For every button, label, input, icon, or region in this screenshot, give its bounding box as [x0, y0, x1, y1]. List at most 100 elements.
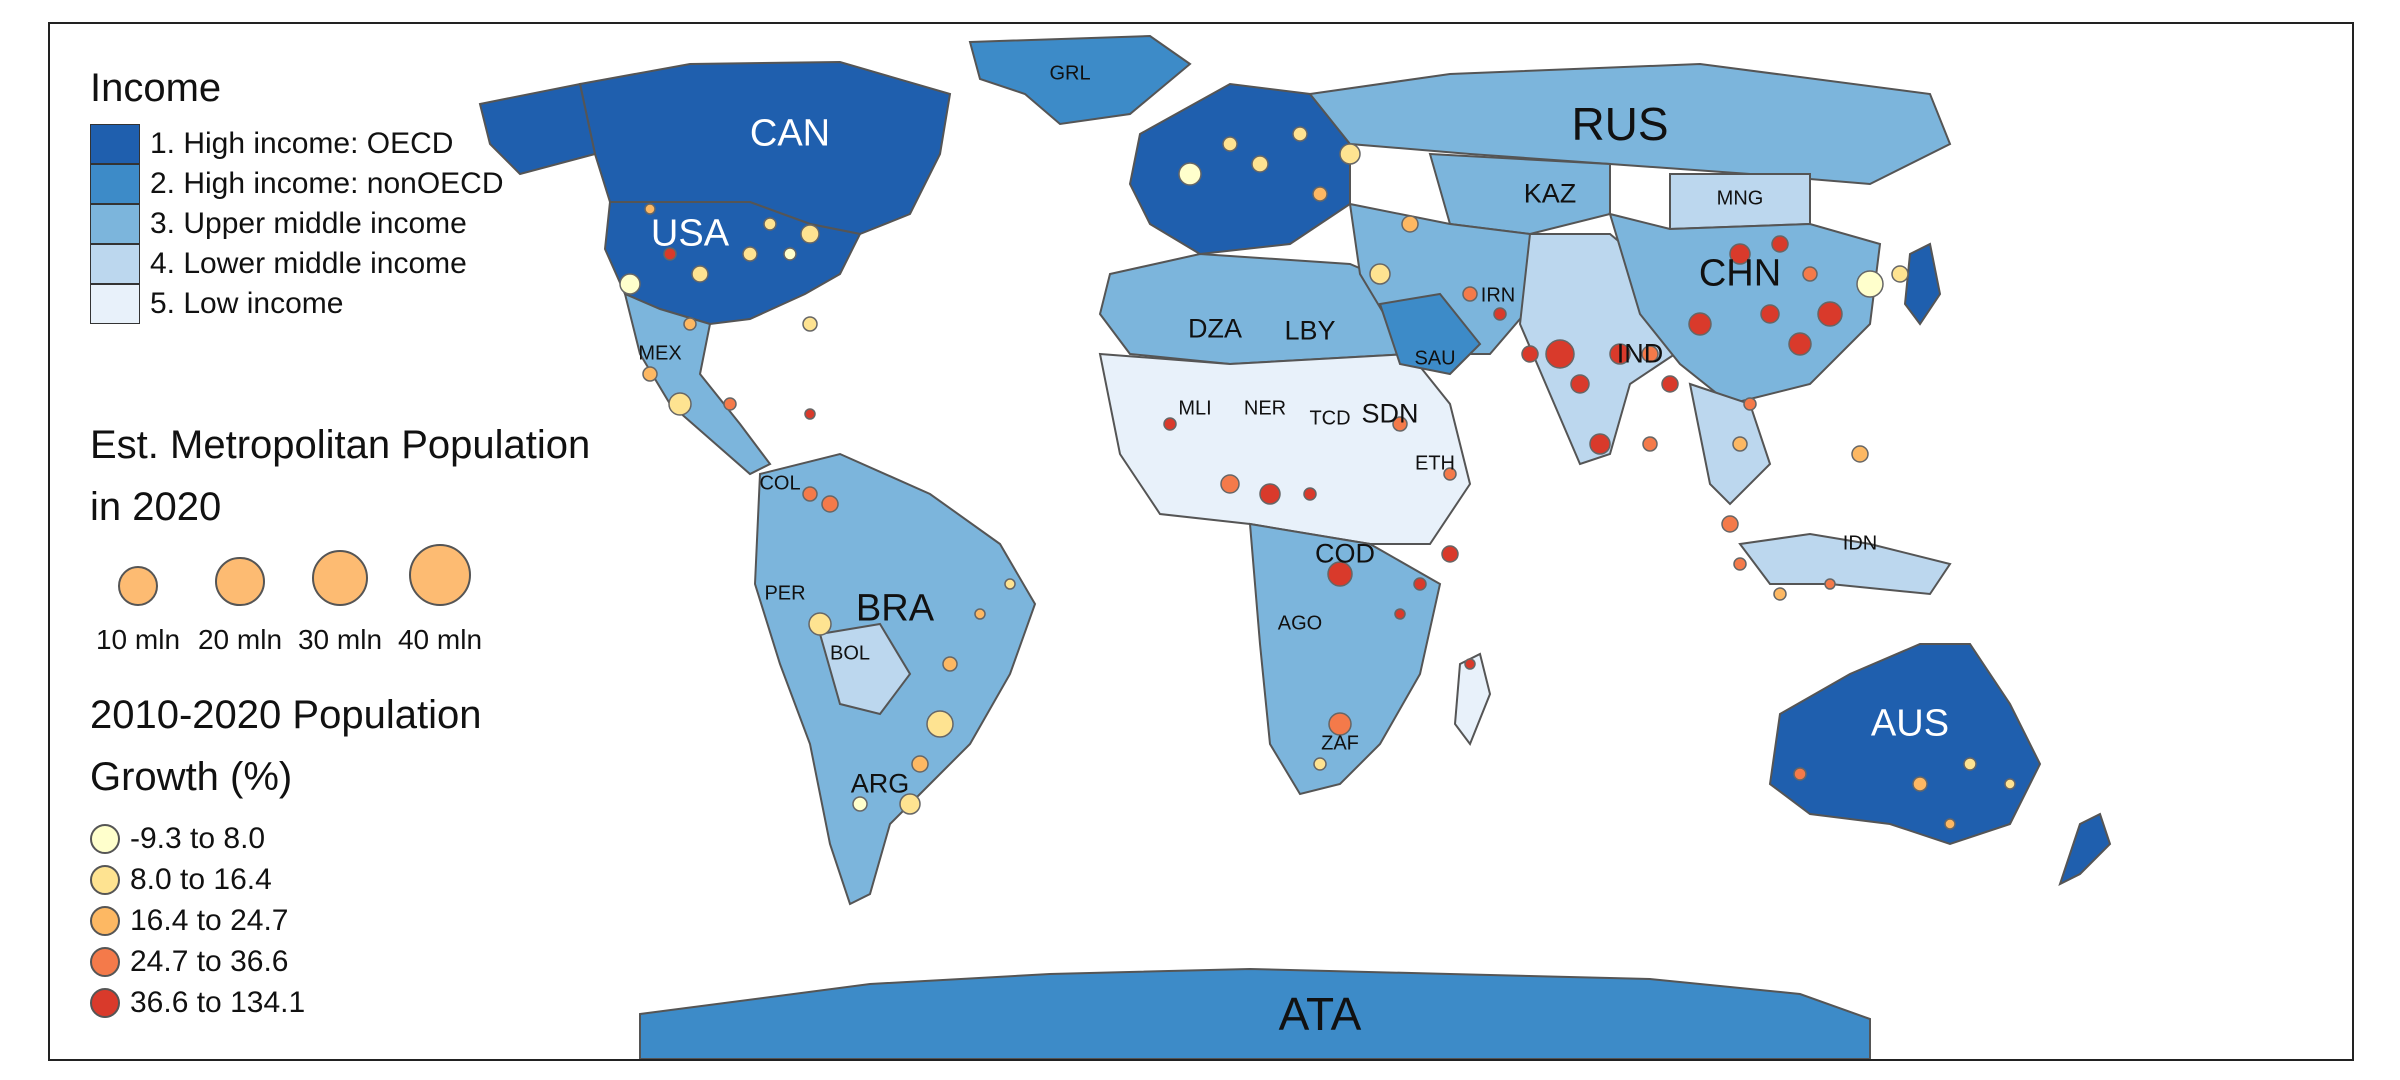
city-dot — [1493, 307, 1507, 321]
city-dot — [1392, 416, 1408, 432]
country-label-usa: USA — [650, 212, 730, 255]
growth-dot — [90, 987, 120, 1018]
city-dot — [642, 366, 658, 382]
city-dot — [1251, 155, 1269, 173]
city-dot — [1441, 545, 1459, 563]
city-dot — [802, 486, 818, 502]
city-dot — [742, 246, 758, 262]
country-shape-alaska — [478, 82, 597, 176]
world-map — [478, 34, 2112, 1059]
city-dot — [1802, 266, 1818, 282]
city-dot — [1521, 345, 1539, 363]
city-dot — [1824, 578, 1836, 590]
city-dot — [1771, 235, 1789, 253]
growth-legend-item: 24.7 to 36.6 — [90, 941, 481, 982]
growth-dot — [90, 823, 120, 854]
country-shape-aus — [1768, 643, 2042, 846]
income-label: 5. Low income — [150, 287, 344, 320]
size-legend-item: 10 mln — [88, 542, 188, 656]
country-shape-se-asia — [1688, 382, 1772, 506]
city-dot — [723, 397, 737, 411]
income-legend-title: Income — [90, 66, 222, 110]
income-swatch — [90, 164, 140, 204]
city-dot — [852, 796, 868, 812]
country-shape-madagascar — [1453, 652, 1492, 747]
city-dot — [1733, 557, 1747, 571]
country-label-mng: MNG — [1716, 187, 1764, 210]
income-label: 3. Upper middle income — [150, 207, 467, 240]
city-dot — [2004, 778, 2016, 790]
income-legend-rows: 1. High income: OECD 2. High income: nonO… — [90, 124, 504, 324]
income-label: 4. Lower middle income — [150, 247, 467, 280]
city-dot — [1401, 215, 1419, 233]
city-dot — [926, 710, 954, 738]
income-label: 1. High income: OECD — [150, 127, 454, 160]
country-shape-jpn — [1903, 242, 1942, 326]
country-label-per: PER — [764, 582, 806, 605]
growth-legend-item: -9.3 to 8.0 — [90, 818, 481, 859]
growth-dot — [90, 946, 120, 977]
city-dot — [1369, 263, 1391, 285]
growth-legend-item: 16.4 to 24.7 — [90, 900, 481, 941]
size-circle — [311, 549, 369, 606]
country-shape-sau — [1378, 292, 1482, 376]
country-label-kaz: KAZ — [1523, 178, 1577, 209]
income-swatch — [90, 204, 140, 244]
city-dot — [1413, 577, 1427, 591]
city-dot — [1688, 312, 1712, 336]
city-dot — [663, 247, 677, 261]
city-dot — [1589, 433, 1611, 455]
city-dot — [942, 656, 958, 672]
country-label-can: CAN — [749, 112, 831, 155]
country-shape-ata — [639, 967, 1871, 1059]
city-dot — [1743, 397, 1757, 411]
city-dot — [1222, 136, 1238, 152]
world-map-frame: GRL CAN USA RUS KAZ MNG CHN IRN DZA LBY SAU MEX MLI N… — [48, 22, 2354, 1061]
city-dot — [1760, 304, 1780, 324]
country-label-irn: IRN — [1480, 284, 1516, 307]
city-dot — [691, 265, 709, 283]
city-dot — [1641, 345, 1659, 363]
city-dot — [763, 217, 777, 231]
size-label: 20 mln — [197, 623, 283, 655]
city-dots-layer — [619, 126, 2016, 830]
size-label: 10 mln — [95, 623, 181, 655]
country-label-bra: BRA — [855, 587, 935, 630]
country-label-mex: MEX — [638, 342, 682, 365]
size-legend-title-line2: in 2020 — [90, 485, 222, 529]
city-dot — [1178, 162, 1202, 186]
country-label-idn: IDN — [1842, 532, 1878, 555]
city-dot — [1312, 186, 1328, 202]
country-shape-africa-sahel — [1098, 352, 1472, 545]
city-dot — [1339, 143, 1361, 165]
size-legend-item: 40 mln — [390, 542, 490, 656]
country-label-lby: LBY — [1284, 315, 1336, 346]
country-label-cod: COD — [1315, 538, 1375, 569]
city-dot — [804, 408, 816, 420]
city-dot — [668, 392, 692, 416]
city-dot — [1851, 445, 1869, 463]
city-dot — [1912, 776, 1928, 792]
city-dot — [1545, 339, 1575, 369]
income-legend-item: 5. Low income — [90, 284, 504, 324]
city-dot — [1817, 301, 1843, 327]
city-dot — [899, 793, 921, 815]
city-dot — [1327, 561, 1353, 587]
city-dot — [1163, 417, 1177, 431]
city-dot — [1303, 487, 1317, 501]
city-dot — [1642, 436, 1658, 452]
size-legend: 10 mln 20 mln 30 mln 40 mln — [90, 542, 650, 655]
city-dot — [1462, 286, 1478, 302]
city-dot — [783, 247, 797, 261]
city-dot — [1721, 515, 1739, 533]
growth-legend-title-line2: Growth (%) — [90, 755, 293, 799]
country-label-chn: CHN — [1698, 252, 1782, 295]
city-dot — [1259, 483, 1281, 505]
income-legend-item: 1. High income: OECD — [90, 124, 504, 164]
growth-label: 24.7 to 36.6 — [130, 944, 289, 978]
city-dot — [800, 224, 820, 244]
country-shape-grl — [968, 34, 1192, 126]
city-dot — [1443, 467, 1457, 481]
country-label-sdn: SDN — [1361, 398, 1419, 429]
city-dot — [1944, 818, 1956, 830]
